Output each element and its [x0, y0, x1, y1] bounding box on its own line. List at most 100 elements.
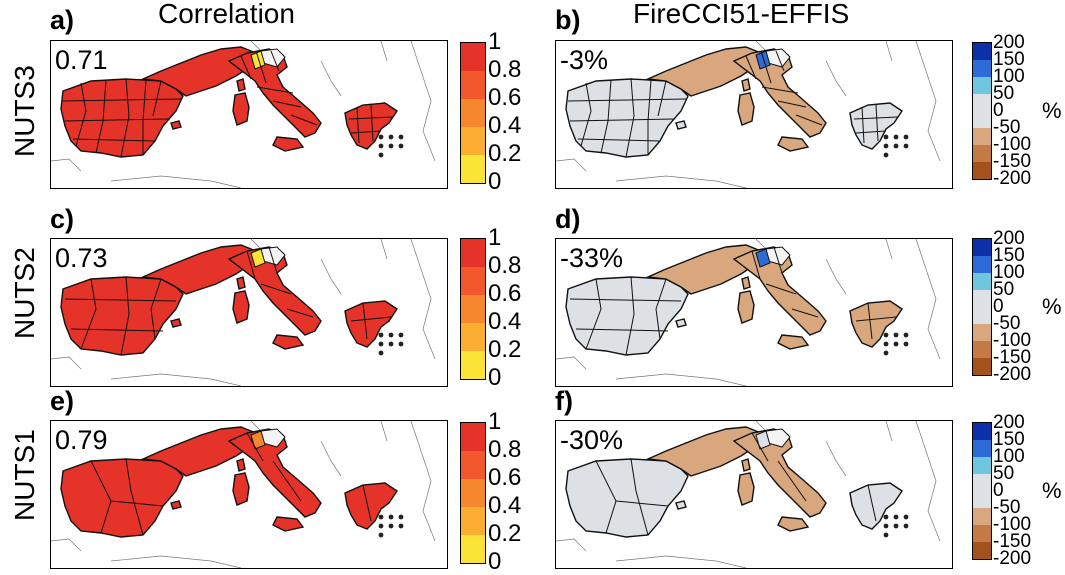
region-corsica — [741, 458, 751, 472]
nuts-border — [120, 276, 130, 356]
nuts-border — [62, 98, 182, 102]
colorbar-unit: % — [1042, 294, 1062, 319]
colorbar-tick-label: 200 — [993, 32, 1025, 53]
coastline — [51, 158, 82, 172]
island — [388, 134, 394, 140]
coastline — [320, 60, 342, 97]
colorbar-tick-label: -100 — [993, 330, 1032, 351]
colorbar-tick-label: 0.2 — [488, 520, 522, 547]
colorbar-tick-label: 0.4 — [488, 308, 522, 335]
panel-letter-e: e) — [50, 386, 75, 416]
nuts-border — [777, 460, 807, 502]
nuts-border — [625, 78, 635, 158]
island — [883, 532, 889, 538]
coastline — [825, 258, 847, 295]
coastline — [110, 373, 242, 386]
colorbar-segment — [461, 295, 485, 323]
colorbar-tick-label: 150 — [993, 49, 1025, 70]
coastline — [885, 239, 893, 260]
island — [388, 523, 394, 529]
map-svg — [556, 421, 941, 568]
island — [398, 134, 404, 140]
nuts-border — [647, 79, 652, 155]
island — [378, 350, 384, 356]
island — [388, 514, 394, 520]
colorbar-segment — [461, 99, 485, 127]
colorbar-segment — [973, 128, 991, 145]
coastline — [380, 41, 388, 62]
island — [378, 152, 384, 158]
coastline — [615, 373, 747, 386]
island — [883, 152, 889, 158]
island — [893, 341, 899, 347]
colorbar-segment — [973, 145, 991, 162]
colorbar-segment — [973, 94, 991, 111]
colorbar-tick-label: 100 — [993, 262, 1025, 283]
colorbar-tick-label: 0 — [993, 480, 1004, 501]
island — [883, 134, 889, 140]
colorbar-tick-label: 0.8 — [488, 56, 522, 83]
map-svg — [556, 239, 941, 386]
colorbar-segment — [461, 507, 485, 535]
nuts-border — [875, 104, 879, 142]
island — [398, 143, 404, 149]
map-svg — [51, 421, 436, 568]
region-sicily — [272, 516, 305, 532]
coastline — [885, 41, 893, 62]
row-label-nuts3: NUTS3 — [9, 65, 40, 157]
colorbar-tick-label: 0.6 — [488, 464, 522, 491]
nuts-border — [75, 82, 87, 147]
nuts-border — [585, 278, 602, 350]
nuts-border — [775, 50, 785, 72]
correlation-colorbar — [460, 238, 486, 380]
nuts-border — [855, 316, 897, 322]
colorbar-segment — [973, 60, 991, 77]
colorbar-segment — [461, 155, 485, 183]
island — [883, 341, 889, 347]
colorbar-tick-label: -100 — [993, 514, 1032, 535]
colorbar-tick-label: -50 — [993, 117, 1021, 138]
nuts-border — [142, 79, 147, 155]
colorbar-tick-label: -200 — [993, 168, 1032, 189]
nuts-border — [72, 138, 156, 142]
nuts-border — [80, 278, 97, 350]
difference-value: -30% — [560, 425, 624, 455]
nuts-border — [95, 79, 107, 154]
correlation-value: 0.73 — [55, 243, 108, 273]
nuts-border — [855, 130, 887, 134]
island — [893, 332, 899, 338]
coastline — [320, 440, 342, 477]
coastline — [915, 239, 941, 360]
island — [378, 134, 384, 140]
nuts-border — [655, 278, 667, 340]
colorbar-segment — [973, 358, 991, 375]
colorbar-tick-label: 0 — [993, 296, 1004, 317]
island — [398, 332, 404, 338]
island — [893, 523, 899, 529]
colorbar-tick-label: 100 — [993, 66, 1025, 87]
nuts-border — [625, 276, 635, 356]
island — [378, 332, 384, 338]
region-sardinia — [232, 290, 250, 324]
island — [883, 332, 889, 338]
map-panel-a: 0.71 — [50, 40, 448, 189]
nuts-border — [567, 98, 687, 102]
island — [378, 523, 384, 529]
region-iberia — [60, 458, 184, 538]
region-balearic — [675, 120, 687, 130]
correlation-colorbar — [460, 42, 486, 184]
colorbar-tick-label: 0 — [488, 548, 502, 575]
coastline — [885, 421, 893, 442]
island — [398, 523, 404, 529]
nuts-border — [152, 80, 162, 117]
colorbar-segment — [461, 127, 485, 155]
column-title-difference: FireCCI51-EFFIS — [633, 0, 850, 29]
colorbar-tick-label: 0 — [488, 168, 502, 195]
difference-colorbar — [972, 42, 992, 180]
coastline — [556, 356, 587, 370]
colorbar-tick-label: -150 — [993, 531, 1032, 552]
colorbar-segment — [973, 239, 991, 256]
nuts-border — [286, 308, 314, 318]
nuts-border — [575, 328, 669, 332]
panel-letter-d: d) — [555, 204, 581, 234]
